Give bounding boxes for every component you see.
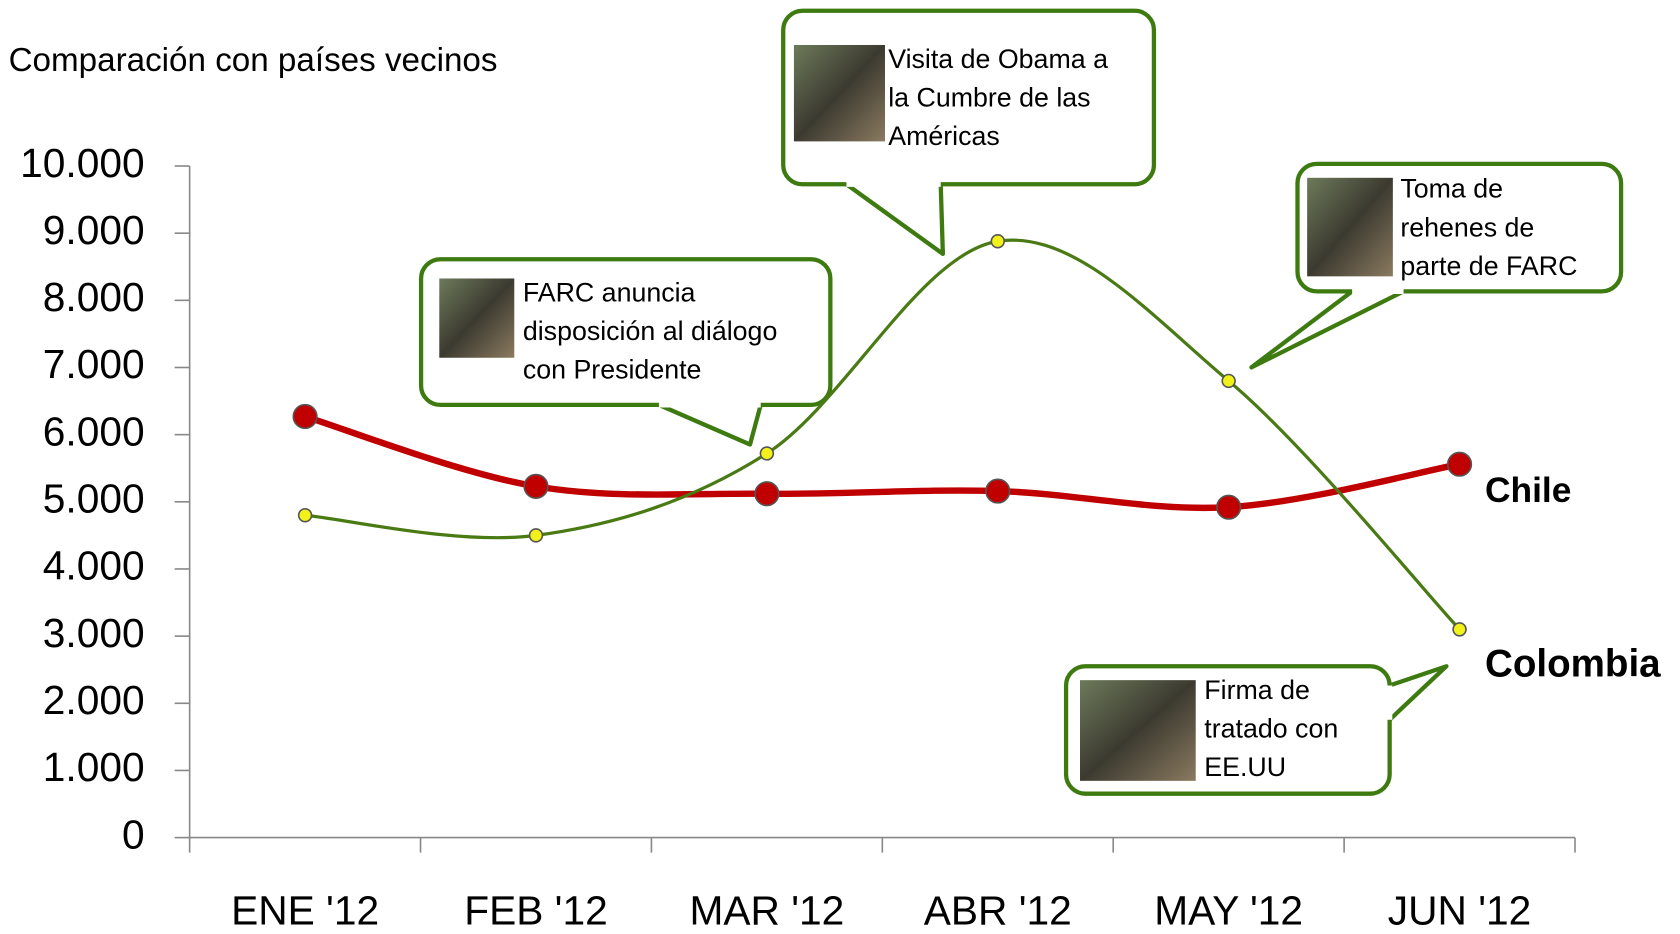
callout-text: con Presidente bbox=[523, 355, 702, 385]
callout-tail bbox=[1390, 666, 1447, 720]
callout-text: tratado con bbox=[1204, 714, 1338, 744]
callout-text: FARC anuncia bbox=[523, 278, 696, 308]
marker bbox=[991, 235, 1004, 248]
marker bbox=[986, 479, 1010, 503]
callout-text: parte de FARC bbox=[1400, 251, 1577, 281]
callout-tail bbox=[1251, 291, 1403, 367]
marker bbox=[530, 529, 543, 542]
y-tick-label: 10.000 bbox=[20, 140, 144, 186]
callout-tail bbox=[846, 184, 942, 254]
marker bbox=[760, 447, 773, 460]
callout-text: Américas bbox=[888, 121, 1000, 151]
y-tick-label: 6.000 bbox=[43, 408, 145, 454]
x-tick-label: MAY '12 bbox=[1154, 887, 1303, 933]
photo bbox=[794, 45, 885, 141]
marker bbox=[1217, 495, 1241, 519]
callout-tail bbox=[659, 405, 761, 445]
callout: Toma de rehenes de parte de FARC bbox=[1251, 164, 1621, 368]
y-tick-label: 7.000 bbox=[43, 341, 145, 387]
callout-text: Visita de Obama a bbox=[888, 44, 1108, 74]
photo bbox=[439, 278, 514, 357]
x-tick-label: MAR '12 bbox=[689, 887, 844, 933]
series-label: Colombia bbox=[1485, 642, 1661, 685]
callout: Firma de tratado con EE.UU bbox=[1066, 666, 1446, 793]
photo bbox=[1080, 680, 1196, 781]
x-tick-label: ENE '12 bbox=[231, 887, 379, 933]
chart-title: Comparación con países vecinos bbox=[9, 42, 498, 79]
y-tick-label: 8.000 bbox=[43, 274, 145, 320]
series-line bbox=[305, 417, 1459, 508]
callout-text: Toma de bbox=[1400, 174, 1503, 204]
marker bbox=[299, 509, 312, 522]
marker bbox=[524, 475, 548, 499]
marker bbox=[293, 405, 317, 429]
y-tick-label: 2.000 bbox=[43, 677, 145, 723]
y-tick-label: 4.000 bbox=[43, 543, 145, 589]
series-label: Chile bbox=[1485, 471, 1571, 510]
photo bbox=[1307, 178, 1393, 277]
marker bbox=[1453, 623, 1466, 636]
callout: FARC anuncia disposición al diálogo con Pr… bbox=[421, 259, 830, 444]
x-tick-label: JUN '12 bbox=[1388, 887, 1531, 933]
page: {"chart_data": {"type": "line", "title":… bbox=[0, 0, 1680, 934]
y-tick-label: 3.000 bbox=[43, 610, 145, 656]
chart: Comparación con países vecinos 0 1.000 2.0… bbox=[0, 0, 1680, 934]
y-tick-label: 1.000 bbox=[43, 744, 145, 790]
y-tick-label: 0 bbox=[122, 811, 145, 857]
x-tick-label: FEB '12 bbox=[464, 887, 607, 933]
x-tick-label: ABR '12 bbox=[924, 887, 1072, 933]
callout-text: EE.UU bbox=[1204, 752, 1286, 782]
y-tick-label: 5.000 bbox=[43, 476, 145, 522]
y-tick-label: 9.000 bbox=[43, 207, 145, 253]
callout-text: la Cumbre de las bbox=[888, 83, 1090, 113]
callout-text: disposición al diálogo bbox=[523, 316, 777, 346]
marker bbox=[755, 482, 779, 506]
marker bbox=[1222, 374, 1235, 387]
marker bbox=[1448, 452, 1472, 476]
callout: Visita de Obama a la Cumbre de las América… bbox=[783, 11, 1154, 254]
callout-text: Firma de bbox=[1204, 675, 1310, 705]
callout-text: rehenes de bbox=[1400, 212, 1534, 242]
